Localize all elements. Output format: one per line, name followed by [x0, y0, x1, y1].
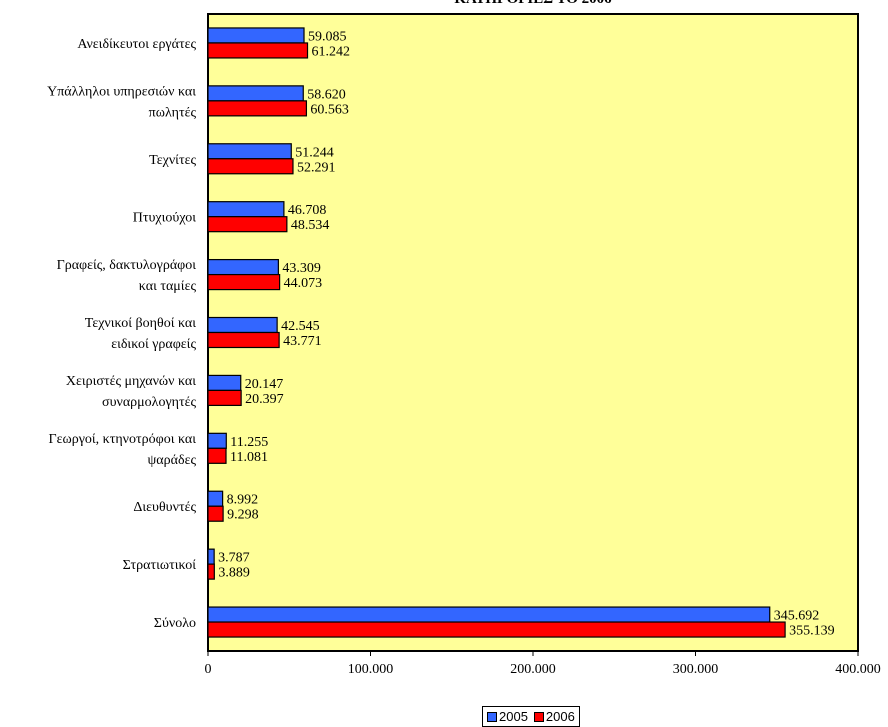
- value-label-2006: 44.073: [284, 276, 323, 291]
- bar-2005: [207, 316, 278, 334]
- bar-2005: [207, 143, 292, 160]
- value-label-2005: 8.992: [227, 493, 259, 508]
- bar-2006: [207, 158, 294, 175]
- bar-2006: [207, 216, 288, 233]
- category-label: Γραφείς, δακτυλογράφοι και ταμίες: [57, 258, 197, 294]
- value-label-2006: 61.242: [312, 44, 351, 59]
- x-tick-label: 200.000: [510, 662, 556, 677]
- value-label-2005: 20.147: [245, 377, 284, 392]
- category-label: Γεωργοί, κτηνοτρόφοι και ψαράδες: [49, 432, 197, 468]
- bar-2005: [207, 548, 215, 565]
- bar-2006: [207, 447, 227, 464]
- bar-2005: [207, 432, 227, 449]
- value-label-2005: 51.244: [295, 145, 334, 160]
- legend-label-2006: 2006: [545, 709, 575, 724]
- value-label-2005: 3.787: [218, 551, 250, 566]
- bar-2006: [207, 42, 309, 59]
- category-label: Πτυχιούχοι: [133, 211, 196, 226]
- bar-2005: [207, 258, 279, 276]
- plot-area: [207, 13, 859, 652]
- bar-2005: [207, 606, 771, 623]
- bar-2006: [207, 505, 224, 522]
- bar-2006: [207, 331, 280, 349]
- bar-2006: [207, 389, 242, 407]
- legend-item-2005: 2005: [487, 709, 528, 724]
- bar-2005: [207, 374, 242, 392]
- legend: 2005 2006: [482, 706, 580, 727]
- value-label-2006: 48.534: [291, 218, 330, 233]
- legend-item-2006: 2006: [533, 709, 575, 724]
- bar-2005: [207, 27, 305, 44]
- bar-2006: [207, 273, 281, 291]
- value-label-2006: 9.298: [227, 508, 259, 523]
- bar-2005: [207, 201, 285, 218]
- value-label-2005: 43.309: [282, 261, 321, 276]
- bar-2006: [207, 100, 308, 117]
- category-label: Στρατιωτικοί: [123, 558, 197, 573]
- category-label: Σύνολο: [154, 616, 196, 631]
- category-label: Ανειδίκευτοι εργάτες: [77, 37, 196, 52]
- chart-title: ΚΑΤΗΓΟΡΙΕΣ ΤΟ 2006: [208, 0, 858, 8]
- x-tick-label: 0: [205, 662, 212, 677]
- bar-2006: [207, 621, 786, 638]
- value-label-2006: 11.081: [230, 450, 268, 465]
- value-label-2006: 43.771: [283, 334, 322, 349]
- category-label: Χειριστές μηχανών και συναρμολογητές: [66, 374, 197, 410]
- x-tick-label: 100.000: [348, 662, 394, 677]
- value-label-2005: 58.620: [307, 87, 346, 102]
- value-label-2006: 52.291: [297, 160, 336, 175]
- bar-2005: [207, 85, 304, 102]
- legend-swatch-2006: [533, 711, 544, 722]
- value-label-2005: 42.545: [281, 319, 320, 334]
- category-label: Διευθυντές: [133, 500, 196, 515]
- bar-2005: [207, 490, 224, 507]
- x-tick-label: 300.000: [673, 662, 719, 677]
- bar-2006: [207, 563, 215, 580]
- value-label-2006: 355.139: [789, 624, 835, 639]
- value-label-2005: 11.255: [230, 435, 268, 450]
- legend-label-2005: 2005: [499, 709, 528, 724]
- value-label-2006: 20.397: [245, 392, 284, 407]
- category-label: Τεχνικοί βοηθοί και ειδικοί γραφείς: [85, 316, 197, 352]
- category-label: Τεχνίτες: [149, 153, 196, 168]
- value-label-2006: 60.563: [310, 102, 349, 117]
- legend-swatch-2005: [487, 711, 497, 722]
- value-label-2005: 59.085: [308, 29, 347, 44]
- x-tick-label: 400.000: [835, 662, 881, 677]
- value-label-2006: 3.889: [218, 566, 250, 581]
- value-label-2005: 46.708: [288, 203, 327, 218]
- category-label: Υπάλληλοι υπηρεσιών και πωλητές: [47, 84, 196, 120]
- value-label-2005: 345.692: [774, 609, 820, 624]
